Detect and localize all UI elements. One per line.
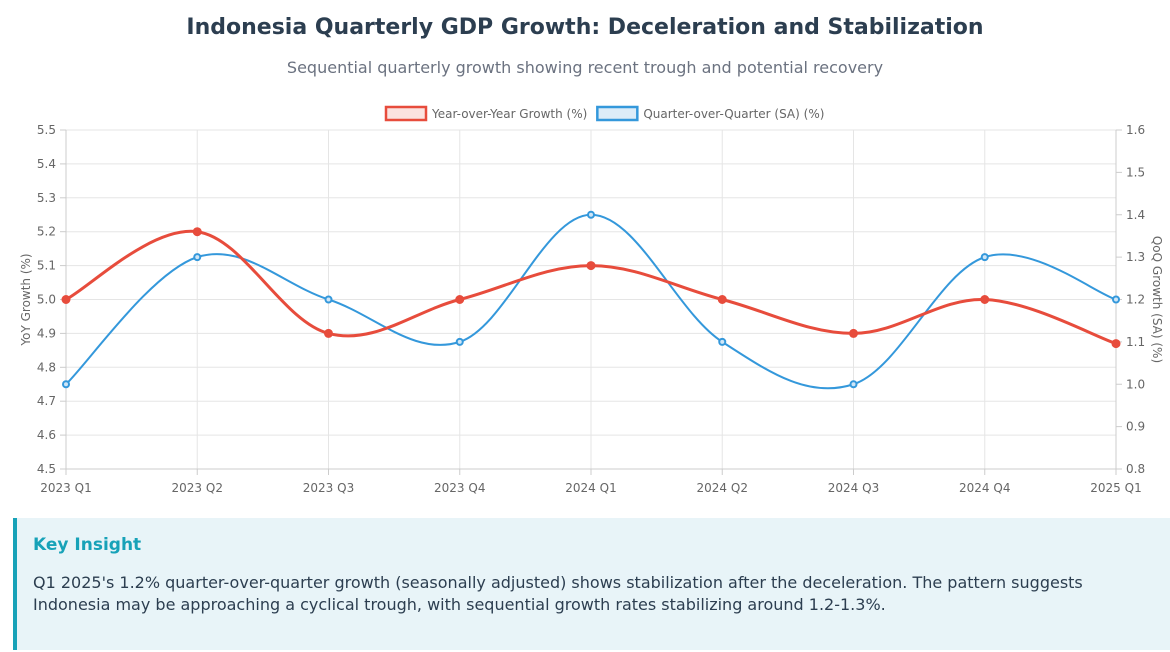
y-left-tick-label: 5.2 xyxy=(37,225,56,239)
yoy-growth-line xyxy=(65,229,1117,345)
chart-title: Indonesia Quarterly GDP Growth: Decelera… xyxy=(186,15,984,40)
key-insight-title: Key Insight xyxy=(33,535,142,555)
y-right-tick-label: 1.0 xyxy=(1126,377,1145,391)
x-tick-label: 2023 Q2 xyxy=(172,481,223,495)
yoy-data-point xyxy=(1111,339,1121,349)
qoq-data-point xyxy=(980,253,989,262)
y-right-tick-label: 1.4 xyxy=(1126,208,1145,222)
key-insight-box: Key Insight Q1 2025's 1.2% quarter-over-… xyxy=(13,518,1170,650)
legend-swatch-qoq xyxy=(596,105,639,122)
yoy-data-point xyxy=(324,328,333,338)
y-right-tick-label: 1.6 xyxy=(1126,123,1145,137)
qoq-data-point xyxy=(455,337,464,346)
qoq-data-point xyxy=(718,337,727,346)
x-tick-label: 2023 Q1 xyxy=(40,481,91,495)
y-left-tick-label: 4.5 xyxy=(37,462,56,476)
y-right-tick-label: 1.2 xyxy=(1126,293,1145,307)
y-left-tick-label: 5.1 xyxy=(37,259,56,273)
y-right-tick-label: 1.1 xyxy=(1126,335,1145,349)
legend-label-qoq: Quarter-over-Quarter (SA) (%) xyxy=(643,107,824,121)
y-right-tick-label: 0.9 xyxy=(1126,420,1145,434)
qoq-data-point xyxy=(587,210,595,219)
yoy-data-point xyxy=(849,328,858,338)
y-left-tick-label: 4.9 xyxy=(37,326,56,340)
y-right-tick-label: 0.8 xyxy=(1126,462,1145,476)
yoy-data-point xyxy=(61,295,71,304)
x-tick-label: 2023 Q4 xyxy=(434,481,485,495)
key-insight-text: Q1 2025's 1.2% quarter-over-quarter grow… xyxy=(33,573,1083,614)
qoq-data-point xyxy=(193,253,202,262)
x-tick-label: 2024 Q3 xyxy=(828,481,879,495)
y-left-tick-label: 5.3 xyxy=(37,191,56,205)
y-left-tick-label: 5.4 xyxy=(37,157,56,171)
yoy-data-point xyxy=(455,295,465,304)
y-right-axis-title: QoQ Growth (SA) (%) xyxy=(1150,236,1164,363)
y-left-tick-label: 5.0 xyxy=(37,293,56,307)
y-left-tick-label: 4.8 xyxy=(37,360,56,374)
yoy-data-point xyxy=(586,261,596,271)
x-tick-label: 2024 Q4 xyxy=(959,481,1010,495)
yoy-data-point xyxy=(192,227,202,237)
y-left-tick-label: 4.7 xyxy=(37,394,56,408)
chart-subtitle: Sequential quarterly growth showing rece… xyxy=(286,58,884,77)
y-right-tick-label: 1.5 xyxy=(1126,165,1145,179)
y-left-tick-label: 5.5 xyxy=(37,123,56,137)
x-tick-label: 2024 Q2 xyxy=(697,481,748,495)
yoy-data-point xyxy=(717,295,727,304)
qoq-data-point xyxy=(849,380,858,389)
qoq-data-point xyxy=(324,295,333,304)
y-left-axis-title: YoY Growth (%) xyxy=(19,253,33,346)
qoq-data-point xyxy=(1112,295,1120,304)
legend-swatch-yoy xyxy=(384,105,428,122)
legend-label-yoy: Year-over-Year Growth (%) xyxy=(431,107,587,121)
x-tick-label: 2023 Q3 xyxy=(303,481,354,495)
qoq-data-point xyxy=(62,380,70,389)
yoy-data-point xyxy=(980,295,990,304)
x-tick-label: 2025 Q1 xyxy=(1090,481,1141,495)
y-left-tick-label: 4.6 xyxy=(37,428,56,442)
y-right-tick-label: 1.3 xyxy=(1126,250,1145,264)
x-tick-label: 2024 Q1 xyxy=(565,481,616,495)
gdp-growth-chart: 4.5 4.6 4.7 4.8 4.9 5.0 5.1 5.2 5.3 5.4 5.5 0.8 0.9 1… xyxy=(19,105,1164,495)
